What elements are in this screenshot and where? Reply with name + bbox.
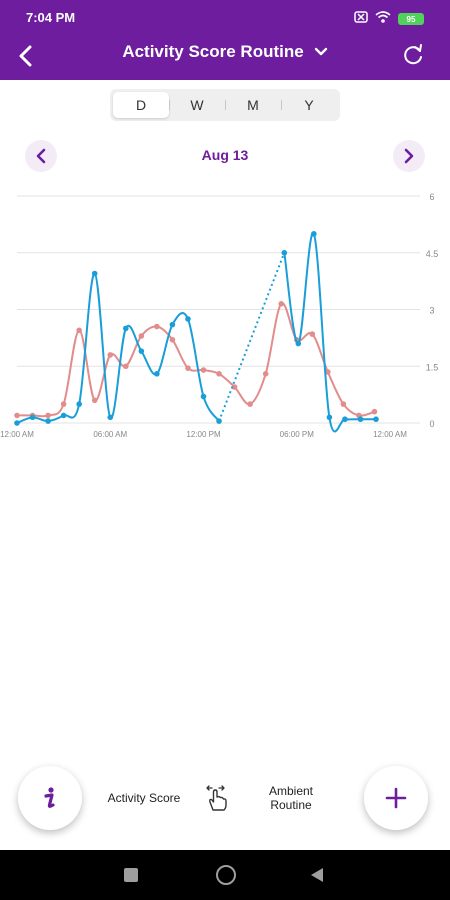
activity-score-point	[138, 348, 145, 354]
activity-score-point	[295, 340, 302, 347]
activity-score-legend[interactable]: Activity Score	[107, 791, 181, 805]
activity-score-point	[342, 416, 348, 423]
next-date-button[interactable]	[393, 140, 425, 172]
wifi-icon	[375, 10, 391, 28]
back-button[interactable]	[12, 40, 40, 72]
ambient-routine-point	[262, 371, 269, 377]
page-title: Activity Score Routine	[122, 42, 304, 61]
recent-apps-button[interactable]	[124, 868, 138, 882]
ambient-routine-point	[14, 412, 20, 419]
ambient-routine-point	[138, 333, 145, 339]
activity-score-point	[169, 321, 176, 328]
y-tick-label: 3	[429, 306, 434, 316]
ambient-routine-point	[122, 363, 129, 370]
ambient-routine-point	[91, 397, 98, 404]
system-nav-bar	[0, 850, 450, 900]
y-tick-label: 0	[429, 419, 434, 429]
ambient-routine-point	[169, 336, 176, 343]
app-bar: Activity Score Routine	[0, 34, 450, 80]
ambient-routine-point	[154, 323, 160, 330]
ambient-routine-point	[107, 352, 114, 358]
activity-score-point	[357, 416, 364, 423]
ambient-routine-point	[45, 412, 51, 419]
activity-score-point	[60, 412, 67, 419]
x-tick-label: 12:00 AM	[373, 430, 407, 439]
activity-score-point	[76, 401, 82, 407]
x-tick-label: 06:00 PM	[280, 430, 315, 439]
activity-score-point	[326, 414, 333, 421]
activity-score-point	[107, 414, 114, 421]
activity-score-point	[91, 270, 98, 277]
activity-score-point	[311, 231, 317, 237]
x-tick-label: 12:00 PM	[186, 430, 221, 439]
activity-score-point	[122, 325, 129, 332]
ambient-label-line1: Ambient	[268, 784, 314, 798]
refresh-button[interactable]	[400, 42, 426, 68]
info-icon	[44, 787, 55, 808]
ambient-label-line2: Routine	[270, 798, 312, 812]
triangle-back-icon	[311, 868, 323, 882]
home-button[interactable]	[216, 865, 236, 885]
plus-icon	[385, 787, 407, 809]
chevron-left-icon	[36, 148, 46, 164]
tab-day[interactable]: D	[113, 92, 169, 118]
hand-swipe-icon	[206, 785, 227, 811]
ambient-routine-point	[371, 408, 378, 415]
line-chart: 0 1.5 3 4.5 6 12:00 AM 06:00 AM 12:00 PM 06:00 P…	[0, 192, 439, 439]
activity-score-point	[200, 393, 207, 400]
previous-date-button[interactable]	[25, 140, 57, 172]
period-tabs: D W M Y	[110, 89, 340, 121]
activity-score-point	[29, 414, 36, 421]
activity-score-point	[216, 418, 222, 424]
activity-chart: 0 1.5 3 4.5 6 12:00 AM 06:00 AM 12:00 PM 06:00 P…	[0, 186, 450, 446]
tab-week[interactable]: W	[169, 92, 225, 118]
activity-score-gap-line	[218, 252, 286, 422]
add-button[interactable]	[364, 766, 428, 830]
activity-score-point	[14, 420, 20, 426]
activity-score-point	[373, 416, 379, 423]
activity-score-line	[283, 232, 377, 433]
status-bar: 7:04 PM 95	[0, 0, 450, 34]
y-tick-label: 4.5	[426, 249, 439, 259]
activity-score-line	[16, 272, 220, 424]
activity-score-point	[154, 371, 160, 377]
ambient-routine-point	[76, 327, 82, 334]
ambient-routine-legend[interactable]: Ambient Routine	[246, 784, 336, 812]
activity-score-point	[45, 418, 51, 424]
ambient-routine-point	[278, 301, 285, 307]
ambient-routine-point	[185, 365, 191, 371]
y-tick-label: 1.5	[426, 362, 439, 372]
bottom-bar: Activity Score Ambient Routine	[0, 760, 450, 840]
ambient-routine-point	[60, 401, 67, 407]
battery-icon: 95	[398, 13, 424, 25]
swipe-toggle-button[interactable]	[204, 784, 230, 817]
current-date: Aug 13	[201, 147, 249, 163]
x-tick-label: 12:00 AM	[0, 430, 34, 439]
ambient-routine-point	[216, 371, 222, 377]
ambient-routine-point	[340, 401, 347, 407]
refresh-icon	[404, 44, 422, 65]
tab-year[interactable]: Y	[281, 92, 337, 118]
notification-muted-icon	[354, 10, 368, 28]
date-navigation: Aug 13	[0, 138, 450, 174]
chevron-right-icon	[404, 148, 414, 164]
info-button[interactable]	[18, 766, 82, 830]
activity-score-point	[185, 316, 191, 322]
y-tick-label: 6	[429, 192, 434, 202]
back-nav-button[interactable]	[310, 867, 324, 888]
ambient-routine-point	[231, 384, 238, 390]
activity-score-point	[281, 249, 288, 256]
tab-month[interactable]: M	[225, 92, 281, 118]
chevron-down-icon	[314, 47, 327, 56]
chevron-left-icon	[19, 45, 32, 67]
title-dropdown[interactable]: Activity Score Routine	[110, 42, 340, 62]
ambient-routine-point	[247, 401, 253, 407]
x-tick-label: 06:00 AM	[93, 430, 127, 439]
ambient-routine-point	[200, 367, 207, 373]
status-time: 7:04 PM	[26, 10, 76, 25]
ambient-routine-point	[325, 369, 331, 375]
status-icons: 95	[354, 10, 424, 28]
ambient-routine-point	[309, 331, 316, 337]
